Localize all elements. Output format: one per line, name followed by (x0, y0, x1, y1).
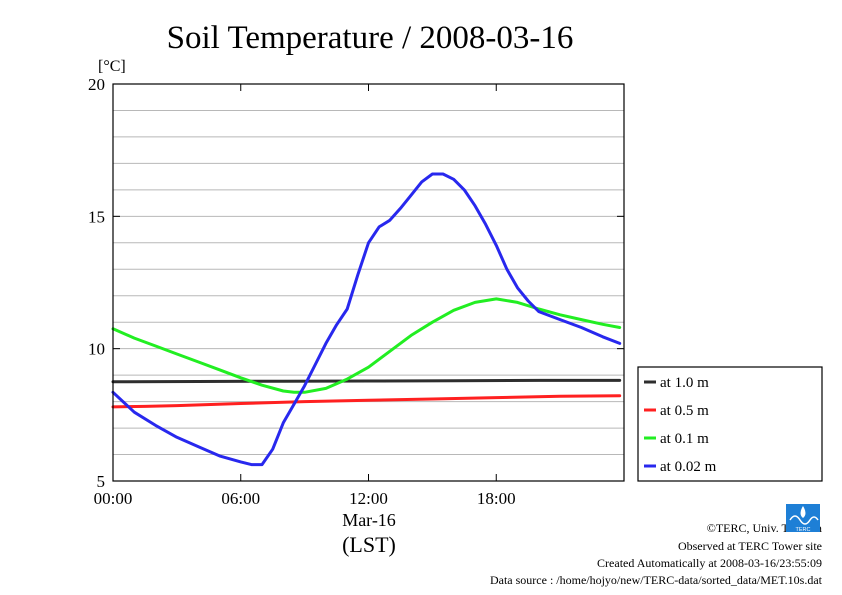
terc-logo: TERC (786, 504, 820, 533)
chart-title: Soil Temperature / 2008-03-16 (167, 20, 574, 56)
legend-box (637, 366, 823, 482)
water-drop-icon (800, 506, 806, 518)
series-line-at-1-0-m (111, 378, 622, 384)
x-axis-unit-label: (LST) (342, 532, 396, 557)
x-tick-label: 00:00 (94, 489, 133, 508)
x-ticks: 00:00 06:00 12:00 18:00 (94, 84, 516, 508)
legend-label-at-1-0-m: at 1.0 m (660, 375, 709, 391)
x-axis-date-label: Mar-16 (342, 510, 396, 530)
plot-frame (112, 83, 625, 482)
logo-text: TERC (796, 527, 811, 533)
y-tick-label: 15 (88, 207, 105, 226)
series-line-at-0-5-m (111, 394, 622, 409)
y-tick-label: 10 (88, 340, 105, 359)
credits: ©TERC, Univ. Tsukuba Observed at TERC To… (490, 521, 823, 587)
series-line-at-0-02-m (111, 172, 622, 467)
legend-label-at-0-02-m: at 0.02 m (660, 459, 717, 475)
credit-source: Data source : /home/hojyo/new/TERC-data/… (490, 573, 823, 587)
credit-created: Created Automatically at 2008-03-16/23:5… (597, 556, 822, 570)
x-tick-label: 12:00 (349, 489, 388, 508)
x-tick-label: 18:00 (477, 489, 516, 508)
x-tick-label: 06:00 (221, 489, 260, 508)
y-ticks: 5 10 15 20 (88, 75, 624, 491)
legend-label-at-0-1-m: at 0.1 m (660, 431, 709, 447)
series-lines (111, 172, 622, 467)
y-axis-label: [°C] (98, 58, 126, 75)
y-tick-label: 5 (97, 472, 106, 491)
legend-label-at-0-5-m: at 0.5 m (660, 403, 709, 419)
y-tick-label: 20 (88, 75, 105, 94)
grid-lines (113, 109, 624, 456)
credit-observed: Observed at TERC Tower site (678, 539, 822, 553)
legend: at 1.0 m at 0.5 m at 0.1 m at 0.02 m (637, 366, 823, 482)
